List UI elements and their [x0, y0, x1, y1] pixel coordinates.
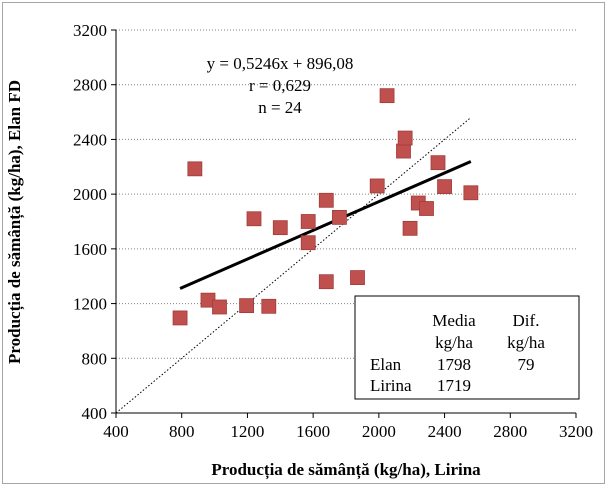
stats-row-elan-diff: 79	[518, 355, 535, 374]
data-point	[397, 130, 413, 146]
stats-header-dif: Dif.	[513, 311, 540, 330]
data-point	[246, 211, 262, 227]
data-point	[437, 179, 452, 195]
stats-table-box	[354, 295, 580, 400]
sample-size: n = 24	[258, 98, 302, 117]
y-tick-label: 2400	[73, 130, 107, 149]
data-point	[261, 298, 277, 314]
data-point	[396, 143, 411, 159]
data-points	[172, 88, 479, 326]
data-point	[172, 310, 188, 326]
axes	[111, 29, 577, 418]
data-point	[332, 209, 347, 225]
y-tick-label: 1600	[73, 240, 107, 259]
data-point	[369, 178, 385, 194]
stats-unit-dif: kg/ha	[507, 333, 545, 352]
regression-line-layer	[179, 160, 472, 290]
x-tick-label: 1600	[296, 422, 330, 441]
y-tick-label: 1200	[73, 295, 107, 314]
stats-header-media: Media	[432, 311, 476, 330]
data-point	[318, 192, 334, 208]
data-point	[430, 155, 446, 171]
stats-row-elan-mean: 1798	[437, 355, 471, 374]
stats-row-lirina-mean: 1719	[437, 376, 471, 395]
data-point	[187, 161, 203, 177]
x-tick-label: 2400	[428, 422, 462, 441]
tick-labels: 400 800 1200 1600 2000 2400 2800 3200 400 800 1200…	[73, 21, 593, 441]
y-tick-label: 800	[82, 349, 108, 368]
y-axis-title: Producția de sămânță (kg/ha), Elan FD	[5, 80, 25, 364]
correlation-coefficient: r = 0,629	[249, 76, 311, 95]
data-point	[419, 201, 434, 216]
data-point	[463, 185, 479, 201]
stats-row-lirina-label: Lirina	[370, 376, 412, 395]
y-tick-label: 3200	[73, 21, 107, 40]
data-point	[350, 270, 365, 285]
x-tick-label: 400	[103, 422, 129, 441]
data-point	[379, 88, 395, 104]
data-point	[402, 220, 418, 236]
regression-line	[179, 160, 472, 290]
y-tick-label: 400	[82, 404, 108, 423]
x-axis-title: Producția de sămânță (kg/ha), Lirina	[211, 460, 481, 480]
data-point	[300, 214, 316, 229]
stats-unit-media: kg/ha	[435, 333, 473, 352]
data-point	[212, 299, 227, 315]
y-tick-label: 2800	[73, 76, 107, 95]
data-point	[239, 298, 255, 314]
y-tick-label: 2000	[73, 185, 107, 204]
x-tick-label: 800	[169, 422, 195, 441]
data-point	[272, 220, 288, 236]
x-tick-label: 2000	[362, 422, 396, 441]
stats-row-elan-label: Elan	[370, 355, 402, 374]
regression-equation: y = 0,5246x + 896,08	[207, 54, 354, 73]
x-tick-label: 1200	[230, 422, 264, 441]
stats-table: Media Dif. kg/ha kg/ha Elan 1798 79 Liri…	[354, 295, 580, 400]
data-point	[318, 274, 334, 290]
data-point	[300, 235, 316, 251]
x-tick-label: 3200	[559, 422, 593, 441]
x-tick-label: 2800	[493, 422, 527, 441]
